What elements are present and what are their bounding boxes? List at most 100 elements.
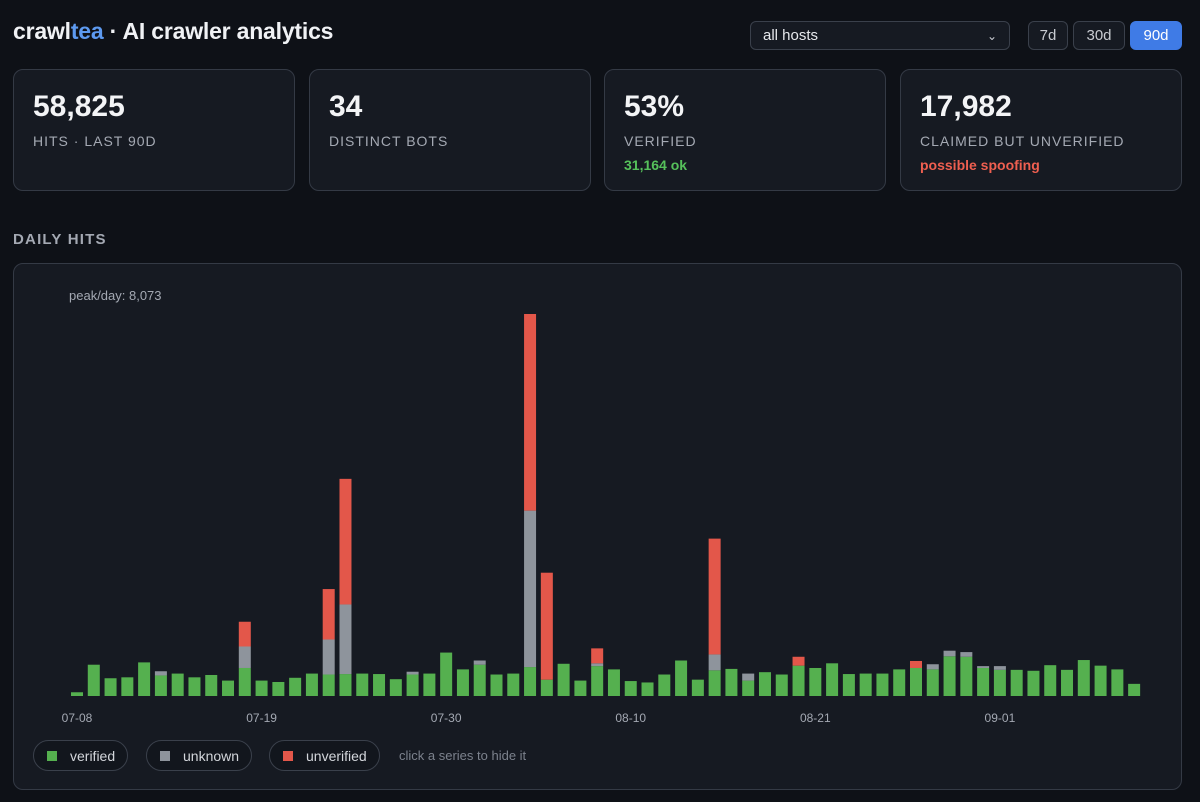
- range-30d-button[interactable]: 30d: [1073, 21, 1125, 50]
- bar-unknown[interactable]: [960, 652, 973, 657]
- bar-verified[interactable]: [1044, 665, 1057, 696]
- bar-verified[interactable]: [121, 677, 134, 696]
- bar-verified[interactable]: [289, 677, 302, 696]
- range-90d-button[interactable]: 90d: [1130, 21, 1182, 50]
- bar-verified[interactable]: [859, 673, 872, 696]
- bar-unknown[interactable]: [708, 654, 721, 671]
- bar-unverified[interactable]: [910, 660, 922, 668]
- bar-verified[interactable]: [524, 667, 537, 696]
- x-tick-label: 07-19: [246, 711, 277, 725]
- bar-unverified[interactable]: [591, 648, 604, 664]
- bar-unknown[interactable]: [238, 646, 251, 668]
- bar-verified[interactable]: [71, 692, 83, 696]
- bar-verified[interactable]: [104, 678, 117, 696]
- bar-verified[interactable]: [943, 656, 956, 696]
- host-select[interactable]: all hosts ⌄: [750, 21, 1010, 50]
- bar-verified[interactable]: [188, 677, 201, 696]
- bar-unknown[interactable]: [322, 639, 335, 675]
- bar-verified[interactable]: [205, 674, 218, 696]
- bar-verified[interactable]: [641, 682, 654, 696]
- bar-unknown[interactable]: [993, 666, 1006, 670]
- bar-verified[interactable]: [540, 679, 553, 696]
- legend-item-unverified[interactable]: unverified: [269, 740, 380, 771]
- bar-unknown[interactable]: [524, 510, 537, 668]
- bar-verified[interactable]: [322, 674, 335, 696]
- bar-verified[interactable]: [926, 669, 939, 696]
- bar-unknown[interactable]: [406, 671, 419, 675]
- bar-unknown[interactable]: [943, 650, 956, 657]
- bar-verified[interactable]: [272, 681, 285, 696]
- bar-verified[interactable]: [1077, 660, 1090, 696]
- bar-verified[interactable]: [373, 674, 386, 696]
- bar-unverified[interactable]: [792, 656, 805, 666]
- bar-verified[interactable]: [725, 668, 738, 696]
- bar-verified[interactable]: [758, 672, 771, 696]
- bar-verified[interactable]: [1128, 683, 1141, 696]
- daily-hits-chart: peak/day: 8,073 07-08 07-19 07-30 08-10 08-21…: [62, 288, 1141, 725]
- bar-verified[interactable]: [842, 674, 855, 696]
- bar-verified[interactable]: [675, 660, 688, 696]
- bar-verified[interactable]: [305, 673, 318, 696]
- bar-verified[interactable]: [1111, 669, 1124, 696]
- bar-verified[interactable]: [1010, 669, 1023, 696]
- bar-verified[interactable]: [742, 680, 755, 696]
- bar-verified[interactable]: [826, 663, 839, 696]
- bar-verified[interactable]: [691, 679, 704, 696]
- bar-verified[interactable]: [591, 666, 604, 696]
- bar-verified[interactable]: [960, 656, 973, 696]
- bar-verified[interactable]: [138, 662, 151, 696]
- bar-verified[interactable]: [255, 680, 268, 696]
- bar-verified[interactable]: [792, 665, 805, 696]
- bar-verified[interactable]: [473, 664, 486, 696]
- bar-verified[interactable]: [423, 673, 436, 696]
- bar-unverified[interactable]: [708, 538, 721, 655]
- bar-verified[interactable]: [658, 674, 671, 696]
- bar-unknown[interactable]: [926, 664, 939, 670]
- bar-unknown[interactable]: [977, 666, 990, 668]
- stat-label: DISTINCT BOTS: [329, 133, 449, 149]
- bar-verified[interactable]: [977, 667, 990, 696]
- bar-verified[interactable]: [154, 675, 167, 696]
- bar-verified[interactable]: [708, 670, 721, 696]
- x-tick-label: 08-10: [615, 711, 646, 725]
- bar-verified[interactable]: [876, 673, 889, 696]
- bar-verified[interactable]: [222, 680, 235, 696]
- bar-verified[interactable]: [171, 673, 184, 696]
- bar-verified[interactable]: [574, 680, 587, 696]
- bar-verified[interactable]: [775, 674, 788, 696]
- legend-item-verified[interactable]: verified: [33, 740, 129, 771]
- bar-verified[interactable]: [809, 667, 822, 696]
- bar-unknown[interactable]: [473, 660, 486, 665]
- bar-unknown[interactable]: [339, 604, 352, 675]
- stat-card-hits: 58,825 HITS · LAST 90D: [13, 69, 295, 191]
- range-7d-button[interactable]: 7d: [1028, 21, 1068, 50]
- bar-verified[interactable]: [238, 667, 251, 696]
- bar-verified[interactable]: [910, 667, 922, 696]
- bar-unverified[interactable]: [524, 314, 537, 511]
- bar-verified[interactable]: [624, 681, 637, 696]
- bar-verified[interactable]: [456, 669, 469, 696]
- bar-unverified[interactable]: [238, 621, 251, 647]
- bar-unknown[interactable]: [742, 673, 755, 681]
- bar-verified[interactable]: [389, 679, 402, 696]
- bar-unverified[interactable]: [339, 478, 352, 605]
- bar-verified[interactable]: [339, 674, 352, 696]
- bar-verified[interactable]: [356, 673, 369, 696]
- legend-item-unknown[interactable]: unknown: [146, 740, 253, 771]
- bar-verified[interactable]: [507, 673, 520, 696]
- bar-verified[interactable]: [1094, 665, 1107, 696]
- bar-verified[interactable]: [406, 674, 419, 696]
- bar-verified[interactable]: [1027, 670, 1040, 696]
- bar-verified[interactable]: [490, 674, 503, 696]
- bar-verified[interactable]: [993, 669, 1006, 696]
- bar-verified[interactable]: [607, 669, 620, 696]
- bar-unknown[interactable]: [591, 663, 604, 667]
- bar-verified[interactable]: [893, 669, 906, 696]
- bar-unverified[interactable]: [322, 589, 335, 640]
- bar-verified[interactable]: [87, 664, 100, 696]
- bar-unknown[interactable]: [154, 671, 167, 676]
- bar-unverified[interactable]: [540, 572, 553, 680]
- bar-verified[interactable]: [557, 663, 570, 696]
- bar-verified[interactable]: [1061, 669, 1074, 696]
- bar-verified[interactable]: [440, 652, 453, 696]
